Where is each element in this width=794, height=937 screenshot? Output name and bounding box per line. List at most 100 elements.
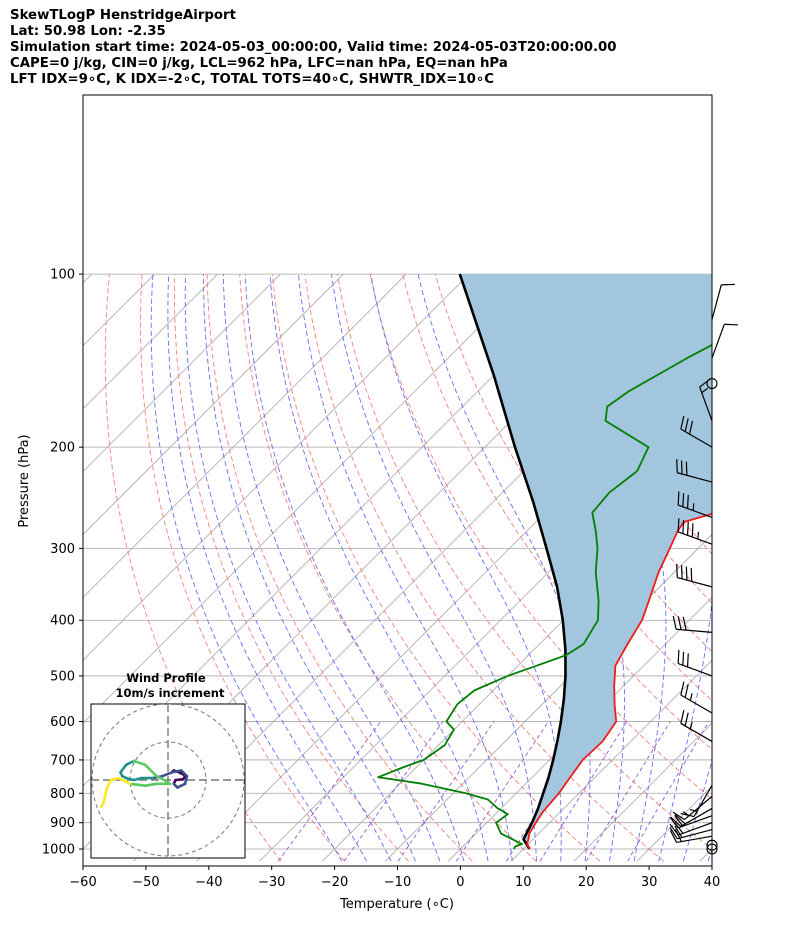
wind-barb-flag bbox=[677, 491, 680, 506]
y-tick-label: 800 bbox=[50, 787, 75, 802]
mixing-ratio-line bbox=[397, 721, 495, 862]
mixing-ratio-line bbox=[455, 721, 549, 862]
dry-adiabat bbox=[271, 274, 601, 862]
wind-barb-flag bbox=[670, 816, 682, 827]
wind-barb-staff bbox=[680, 722, 713, 742]
x-tick-label: 20 bbox=[578, 875, 595, 890]
hodograph-trace bbox=[180, 769, 189, 778]
hodograph-title: Wind Profile bbox=[126, 671, 206, 685]
wind-barb-flag bbox=[677, 518, 680, 532]
dewpoint-profile-line bbox=[377, 343, 712, 850]
wind-barb bbox=[680, 415, 713, 448]
wind-barb bbox=[672, 615, 713, 634]
wind-barb-staff bbox=[680, 694, 713, 714]
convective-params-line: CAPE=0 j/kg, CIN=0 j/kg, LCL=962 hPa, LF… bbox=[10, 56, 508, 71]
wind-barb-flag bbox=[686, 494, 689, 509]
x-tick-label: −20 bbox=[321, 875, 348, 890]
hodograph-trace bbox=[119, 763, 128, 774]
hodograph-trace bbox=[143, 763, 158, 778]
hodograph-trace bbox=[124, 776, 136, 782]
dry-adiabat bbox=[336, 274, 712, 850]
y-tick-label: 400 bbox=[50, 614, 75, 629]
wind-barb bbox=[711, 283, 735, 320]
wind-barb bbox=[677, 491, 713, 518]
y-tick-label: 200 bbox=[50, 441, 75, 456]
mixing-ratio-line bbox=[343, 721, 444, 862]
wind-barbs bbox=[669, 283, 738, 855]
wind-barb-half-flag bbox=[692, 503, 695, 511]
wind-barb bbox=[711, 323, 738, 359]
wind-barb-staff bbox=[676, 628, 713, 634]
dry-adiabat bbox=[728, 274, 794, 861]
isotherm-line bbox=[83, 273, 344, 536]
temperature-profile-line bbox=[526, 512, 712, 850]
wind-barb bbox=[680, 785, 713, 818]
hodograph-trace bbox=[132, 759, 147, 767]
x-tick-label: −60 bbox=[69, 875, 96, 890]
wind-barb-staff bbox=[680, 428, 713, 448]
wind-barb-flag bbox=[680, 681, 685, 696]
y-tick-label: 500 bbox=[50, 669, 75, 684]
moist-adiabat bbox=[638, 273, 712, 862]
calm-wind-circle bbox=[706, 839, 718, 851]
wind-barb-flag bbox=[686, 653, 689, 668]
wind-barb-flag bbox=[669, 816, 679, 829]
wind-barb-staff bbox=[677, 472, 713, 483]
x-tick-label: −10 bbox=[384, 875, 411, 890]
calm-wind-circle bbox=[706, 843, 718, 855]
y-tick-label: 1000 bbox=[42, 843, 75, 858]
moist-adiabat bbox=[269, 274, 489, 862]
x-axis: −60 −50 −40 −30 −20 −10 0 10 20 30 40 bbox=[69, 866, 720, 890]
y-tick-label: 100 bbox=[50, 268, 75, 283]
y-tick-label: 600 bbox=[50, 715, 75, 730]
wind-barb bbox=[676, 459, 713, 483]
hodograph-trace bbox=[143, 782, 158, 788]
wind-barb-flag bbox=[669, 830, 678, 843]
wind-barb-half-flag bbox=[689, 721, 693, 730]
wind-barb-half-flag bbox=[689, 693, 693, 701]
mixing-ratio-line bbox=[539, 721, 628, 862]
hodograph-trace bbox=[183, 774, 189, 786]
wind-barb-staff bbox=[677, 663, 713, 677]
isotherm-line bbox=[83, 273, 93, 284]
wind-barb-staff bbox=[677, 531, 713, 545]
wind-barb bbox=[669, 815, 713, 829]
wind-barb-flag bbox=[672, 615, 677, 630]
wind-barb-flag bbox=[682, 651, 685, 666]
chart-header: SkewTLogP HenstridgeAirport Lat: 50.98 L… bbox=[10, 8, 617, 88]
y-tick-label: 900 bbox=[50, 816, 75, 831]
isotherm-line bbox=[510, 659, 712, 862]
wind-barb bbox=[680, 681, 713, 714]
wind-barb-flag bbox=[669, 823, 679, 836]
stability-indices-line: LFT IDX=9∘C, K IDX=-2∘C, TOTAL TOTS=40∘C… bbox=[10, 72, 495, 87]
moist-adiabat bbox=[297, 274, 513, 862]
dry-adiabat bbox=[369, 274, 712, 800]
wind-barb-staff bbox=[677, 504, 713, 518]
hodograph-trace bbox=[109, 776, 120, 782]
hodograph-trace bbox=[155, 774, 166, 782]
moist-adiabat bbox=[682, 759, 712, 862]
isotherm-line bbox=[573, 722, 712, 862]
hodograph-trace bbox=[124, 759, 136, 767]
wind-barb-flag bbox=[686, 521, 689, 536]
x-tick-label: 0 bbox=[456, 875, 464, 890]
wind-barb-staff bbox=[711, 284, 722, 320]
mixing-ratio-line bbox=[585, 721, 671, 862]
dry-adiabat bbox=[173, 274, 409, 862]
wind-barb-flag bbox=[680, 415, 685, 430]
hodograph-trace bbox=[104, 786, 109, 797]
parcel-profile-line bbox=[458, 273, 567, 850]
wind-barb-flag bbox=[684, 684, 689, 698]
wind-barb-half-flag bbox=[689, 808, 698, 812]
moist-adiabat bbox=[203, 274, 416, 862]
isotherm-line bbox=[447, 596, 712, 862]
wind-barb-flag bbox=[682, 616, 687, 631]
x-axis-label: Temperature (∘C) bbox=[339, 897, 454, 912]
isotherm-line bbox=[0, 274, 29, 861]
wind-barb-flag bbox=[724, 323, 738, 326]
y-axis: 1000 900 800 700 600 500 400 300 200 100 bbox=[42, 268, 83, 858]
isotherm-line bbox=[83, 273, 533, 724]
wind-barb-flag bbox=[682, 519, 685, 534]
moist-adiabat bbox=[707, 847, 712, 862]
y-axis-label: Pressure (hPa) bbox=[17, 434, 32, 527]
